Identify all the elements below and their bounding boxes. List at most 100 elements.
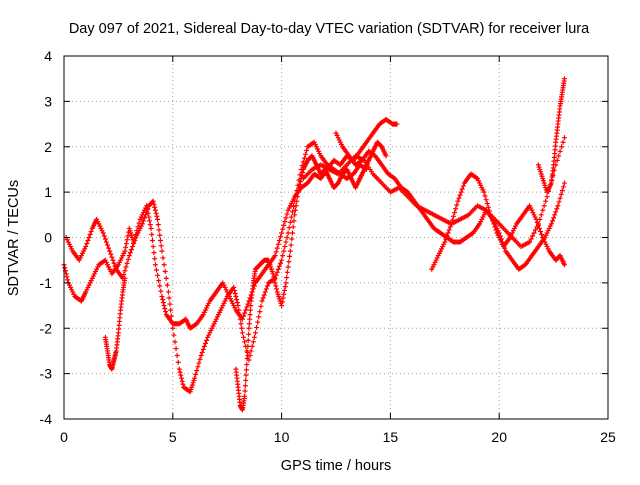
data-point-marker [155, 217, 160, 222]
data-point-marker [107, 249, 112, 254]
data-point-marker [157, 283, 162, 288]
data-point-marker [246, 326, 251, 331]
x-tick-label: 15 [383, 429, 399, 445]
data-point-marker [287, 225, 292, 230]
data-point-marker [171, 333, 176, 338]
data-point-marker [555, 158, 560, 163]
data-point-marker [238, 321, 243, 326]
x-tick-label: 10 [274, 429, 290, 445]
data-point-marker [456, 196, 461, 201]
data-point-marker [157, 227, 162, 232]
data-point-marker [559, 144, 564, 149]
data-point-marker [453, 206, 458, 211]
data-point-marker [126, 257, 131, 262]
data-point-marker [159, 243, 164, 248]
series-track-a [62, 117, 400, 331]
data-point-marker [104, 240, 109, 245]
data-point-marker [125, 237, 130, 242]
data-point-marker [288, 249, 293, 254]
data-point-marker [174, 346, 179, 351]
data-point-marker [250, 344, 255, 349]
data-point-marker [256, 314, 261, 319]
data-point-marker [283, 240, 288, 245]
data-point-marker [198, 357, 203, 362]
data-point-marker [291, 224, 296, 229]
data-point-marker [194, 368, 199, 373]
data-point-marker [242, 311, 247, 316]
data-point-marker [558, 196, 563, 201]
data-point-marker [244, 367, 249, 372]
data-point-marker [153, 208, 158, 213]
data-point-marker [553, 209, 558, 214]
data-point-marker [84, 241, 89, 246]
data-point-marker [149, 232, 154, 237]
data-point-marker [290, 230, 295, 235]
data-point-marker [161, 300, 166, 305]
data-point-marker [122, 268, 127, 273]
data-point-marker [161, 255, 166, 260]
data-point-marker [127, 253, 132, 258]
data-point-marker [239, 326, 244, 331]
data-point-marker [454, 202, 459, 207]
data-point-marker [550, 218, 555, 223]
data-point-marker [283, 280, 288, 285]
data-point-marker [158, 289, 163, 294]
data-point-marker [64, 274, 69, 279]
data-point-marker [162, 262, 167, 267]
data-point-marker [461, 184, 466, 189]
data-point-marker [193, 372, 198, 377]
data-point-marker [485, 201, 490, 206]
data-point-marker [123, 245, 128, 250]
data-point-marker [151, 244, 156, 249]
data-point-marker [282, 244, 287, 249]
data-point-marker [251, 339, 256, 344]
data-point-marker [246, 332, 251, 337]
data-point-marker [451, 214, 456, 219]
data-point-marker [243, 378, 248, 383]
data-point-marker [201, 347, 206, 352]
data-point-marker [286, 264, 291, 269]
data-point-marker [204, 338, 209, 343]
data-point-marker [258, 304, 263, 309]
data-point-marker [304, 148, 309, 153]
data-point-marker [282, 219, 287, 224]
data-point-marker [170, 326, 175, 331]
data-point-marker [253, 330, 258, 335]
data-point-marker [124, 241, 129, 246]
data-point-marker [247, 317, 252, 322]
y-tick-label: 2 [44, 139, 52, 155]
data-point-marker [241, 335, 246, 340]
data-point-marker [235, 300, 240, 305]
data-point-marker [124, 264, 129, 269]
data-point-marker [178, 373, 183, 378]
data-point-marker [280, 227, 285, 232]
data-point-marker [164, 276, 169, 281]
data-point-marker [562, 135, 567, 140]
data-point-marker [289, 243, 294, 248]
data-point-marker [294, 203, 299, 208]
data-point-marker [555, 203, 560, 208]
data-point-marker [177, 367, 182, 372]
data-point-marker [128, 250, 133, 255]
data-point-marker [175, 353, 180, 358]
data-point-marker [559, 192, 564, 197]
data-point-marker [538, 229, 543, 234]
grid-lines [64, 56, 608, 419]
y-axis-label: SDTVAR / TECUs [6, 180, 22, 296]
data-point-marker [234, 297, 239, 302]
data-point-marker [156, 278, 161, 283]
data-point-marker [150, 238, 155, 243]
x-tick-label: 5 [169, 429, 177, 445]
data-point-marker [155, 273, 160, 278]
data-point-marker [102, 233, 107, 238]
data-point-marker [244, 362, 249, 367]
data-point-marker [162, 303, 167, 308]
y-tick-label: 3 [44, 93, 52, 109]
data-point-marker [105, 243, 110, 248]
sdtvar-chart: Day 097 of 2021, Sidereal Day-to-day VTE… [0, 0, 640, 480]
data-point-marker [260, 299, 265, 304]
data-point-marker [554, 206, 559, 211]
data-point-marker [233, 291, 238, 296]
data-point-marker [282, 288, 287, 293]
data-point-marker [163, 309, 168, 314]
